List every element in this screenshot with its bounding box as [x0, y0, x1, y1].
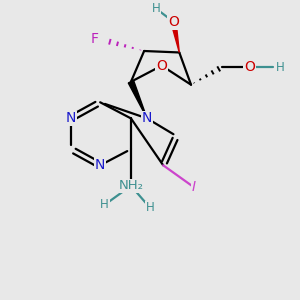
Text: H: H — [152, 2, 160, 15]
Text: NH₂: NH₂ — [118, 179, 143, 192]
Polygon shape — [128, 81, 147, 118]
Text: H: H — [100, 198, 109, 211]
Text: H: H — [146, 201, 154, 214]
Text: O: O — [168, 15, 179, 29]
Text: N: N — [95, 158, 105, 172]
Text: O: O — [156, 59, 167, 73]
Text: O: O — [244, 60, 255, 74]
Text: N: N — [142, 111, 152, 125]
Text: H: H — [276, 61, 285, 74]
Text: I: I — [192, 180, 196, 194]
Polygon shape — [171, 21, 179, 52]
Text: F: F — [91, 32, 99, 46]
Text: N: N — [66, 111, 76, 125]
